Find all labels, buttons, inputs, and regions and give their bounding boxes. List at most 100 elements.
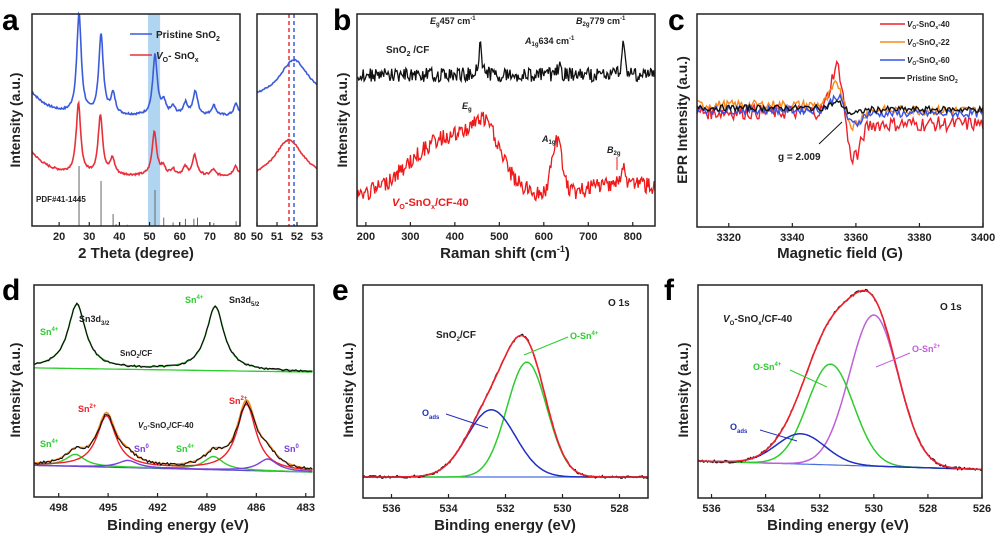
x-tick-label: 528: [610, 503, 628, 515]
series-pristine-sno2: [696, 99, 984, 116]
x-tick-label: 532: [496, 503, 514, 515]
annot-oads: Oads: [422, 408, 440, 421]
annot-sn2-right: Sn2+: [229, 396, 248, 406]
x-axis-label: Binding energy (eV): [767, 517, 909, 534]
x-tick-label: 530: [865, 503, 883, 515]
x-tick-label: 52: [291, 231, 303, 243]
x-tick-label: 498: [50, 502, 68, 514]
x-tick-label: 3380: [907, 232, 931, 244]
panel-label-d: d: [2, 274, 20, 307]
plot-frame: [356, 13, 656, 227]
x-tick-label: 53: [311, 231, 323, 243]
legend-label-vo: VO- SnOx: [156, 51, 199, 64]
x-tick-label: 495: [99, 502, 117, 514]
panel-d-sn3d: 498 495 492 489 486 483 Sn4+ Sn3d3/2 Sn4+ Sn3…: [7, 284, 315, 534]
panel-a-inset: 50 51 52 53: [251, 13, 323, 243]
annot-vo-snox-cf-40: VO-SnOx/CF-40: [138, 421, 194, 432]
annot-b2g: B2g: [607, 145, 621, 157]
fit-top-sn4: [33, 303, 313, 372]
x-tick-label: 500: [490, 231, 508, 243]
x-tick-label: 532: [811, 503, 829, 515]
x-tick-label: 600: [535, 231, 553, 243]
inset-series-vo: [256, 138, 318, 172]
annot-sno2-cf: SnO2 /CF: [386, 45, 429, 58]
legend-label-pristine: Pristine SnO2: [156, 30, 220, 43]
x-tick-label: 486: [247, 502, 265, 514]
inset-x-ticks: 50 51 52 53: [251, 222, 323, 243]
annot-vo-snox-cf-40: VO-SnOx/CF-40: [723, 314, 793, 327]
baseline-top: [34, 367, 313, 373]
x-tick-label: 536: [702, 503, 720, 515]
annot-sn4-top-left: Sn4+: [40, 327, 59, 337]
annot-eg: Eg: [462, 101, 472, 113]
x-ticks: 498 495 492 489 486 483: [50, 493, 315, 514]
plot-frame: [362, 284, 649, 499]
x-tick-label: 3400: [971, 232, 995, 244]
annot-sn4-bottom-left: Sn4+: [40, 439, 59, 449]
panel-c-epr: 3320 3340 3360 3380 3400 VO-SnOx-40 VO-SnOx-…: [674, 13, 995, 262]
x-tick-label: 20: [53, 231, 65, 243]
x-ticks: 200 300 400 500 600 700 800: [357, 222, 642, 243]
legend-label-pristine: Pristine SnO2: [907, 74, 958, 85]
annot-sn0-right: Sn0: [284, 444, 300, 454]
series-vo-snox-60: [696, 92, 984, 128]
panel-e-o1s: 536 534 532 530 528 O 1s SnO2/CF O-Sn4+ Oads…: [340, 284, 649, 534]
inset-series-pristine: [256, 58, 318, 93]
o-sn2-arrow: [875, 352, 911, 368]
annot-b2g-779: B2g779 cm-1: [576, 16, 626, 28]
annot-sn4-top-right: Sn4+: [185, 295, 204, 305]
series-vo-snox: [31, 100, 241, 177]
component-Sn2p: [34, 403, 313, 471]
x-tick-label: 3340: [780, 232, 804, 244]
pdf-label: PDF#41-1445: [36, 195, 86, 204]
x-tick-label: 50: [251, 231, 263, 243]
annot-eg-457: Eg457 cm-1: [430, 16, 476, 28]
x-tick-label: 526: [973, 503, 991, 515]
panel-a-xrd: 20 30 40 50 60 70 80 PDF#41-1445 Pristine SnO2…: [7, 11, 246, 262]
x-tick-label: 40: [113, 231, 125, 243]
x-tick-label: 60: [174, 231, 186, 243]
x-tick-label: 30: [83, 231, 95, 243]
x-axis-label: Magnetic field (G): [777, 245, 903, 262]
y-axis-label: Intensity (a.u.): [675, 343, 691, 438]
x-ticks: 536 534 532 530 528: [382, 494, 629, 515]
x-ticks: 20 30 40 50 60 70 80: [53, 222, 246, 243]
x-ticks: 3320 3340 3360 3380 3400: [717, 223, 995, 244]
panel-f-o1s: 536 534 532 530 528 526 O 1s VO-SnOx/CF-40 O-…: [675, 284, 991, 534]
x-tick-label: 530: [553, 503, 571, 515]
curves: [33, 302, 313, 473]
plot-frame: [33, 284, 315, 498]
y-axis-label: Intensity (a.u.): [7, 343, 23, 438]
x-tick-label: 70: [204, 231, 216, 243]
component-Oads: [363, 409, 648, 478]
x-tick-label: 400: [446, 231, 464, 243]
curves: [697, 288, 983, 471]
x-tick-label: 534: [756, 503, 775, 515]
x-tick-label: 700: [579, 231, 597, 243]
component-O-Sn2p: [698, 314, 982, 471]
x-tick-label: 300: [401, 231, 419, 243]
y-axis-label: Intensity (a.u.): [334, 73, 350, 168]
annot-o1s: O 1s: [608, 298, 630, 309]
annot-sn3d52: Sn3d5/2: [229, 295, 260, 308]
annot-a1g-634: A1g634 cm-1: [524, 36, 575, 48]
x-tick-label: 3360: [844, 232, 868, 244]
x-tick-label: 50: [143, 231, 155, 243]
g-arrow: [818, 121, 843, 145]
x-tick-label: 534: [439, 503, 458, 515]
annot-o-sn2: O-Sn2+: [912, 344, 941, 354]
annot-sn3d32: Sn3d3/2: [79, 314, 110, 327]
inset-frame: [256, 13, 318, 227]
series-sno2-cf: [356, 40, 656, 84]
annot-o1s: O 1s: [940, 302, 962, 313]
y-axis-label: Intensity (a.u.): [340, 343, 356, 438]
annot-oads: Oads: [730, 422, 748, 435]
legend-label-vo40: VO-SnOx-40: [907, 20, 950, 31]
x-tick-label: 200: [357, 231, 375, 243]
series-vo-snox-cf-40: [356, 111, 656, 202]
annot-vo-snox-cf-40: VO-SnOx/CF-40: [392, 197, 469, 211]
annot-sn2-left: Sn2+: [78, 404, 97, 414]
legend: VO-SnOx-40 VO-SnOx-22 VO-SnOx-60 Pristin…: [880, 20, 958, 85]
y-axis-label: Intensity (a.u.): [7, 73, 23, 168]
